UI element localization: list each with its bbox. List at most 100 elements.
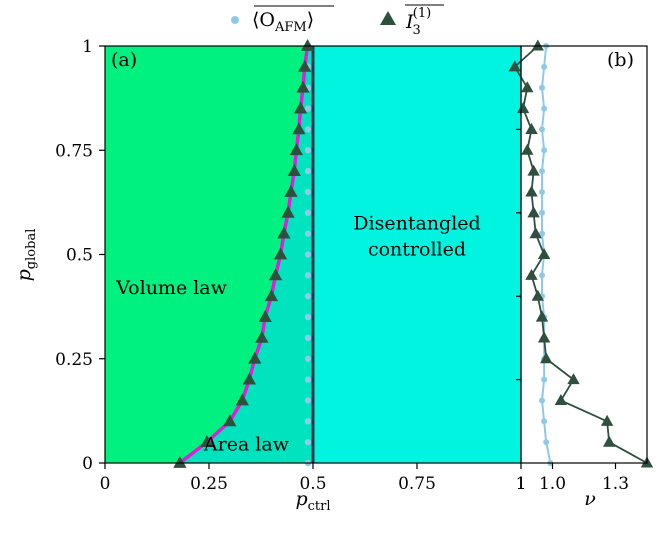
i3-point [289, 143, 304, 156]
nu-i3-point [531, 289, 544, 301]
i3-point [248, 351, 262, 364]
nu-o-afm-point [541, 147, 548, 154]
panel-b-series [508, 39, 654, 468]
i3-point [284, 184, 298, 197]
i3-point [223, 414, 237, 427]
nu-o-afm-point [539, 126, 545, 133]
o-afm-point [304, 167, 312, 175]
nu-i3-line [513, 45, 648, 464]
o-afm-point [304, 313, 312, 321]
x-tick-label-a: 0.25 [190, 474, 228, 494]
i3-point [273, 247, 288, 260]
nu-o-afm-point [541, 105, 548, 112]
o-afm-point [304, 188, 312, 196]
nu-i3-point [554, 393, 568, 405]
nu-i3-point [600, 414, 614, 426]
i3-point [255, 330, 269, 343]
nu-o-afm-point [543, 439, 550, 446]
panel-b-ticks: 1.0 1.3 [516, 128, 629, 494]
o-afm-point [304, 438, 312, 446]
volume-law-label: Volume law [115, 277, 227, 299]
nu-i3-point [516, 102, 530, 114]
panel-b-label: (b) [607, 49, 634, 71]
o-afm-point [304, 105, 312, 112]
panel-a: 0 0.25 0.5 0.75 1 0 0.25 0.5 0.75 1 (a) Volume la… [13, 37, 526, 514]
panel-a-series [173, 39, 315, 468]
o-afm-point [304, 355, 312, 362]
o-afm-point [304, 397, 312, 404]
o-afm-point [304, 230, 312, 237]
i3-point [298, 59, 312, 72]
o-afm-point [304, 147, 312, 154]
y-tick-label-a: 0.25 [55, 350, 93, 370]
nu-i3-point [521, 81, 534, 93]
o-afm-point [304, 251, 312, 258]
nu-o-afm-point [539, 84, 545, 91]
o-afm-point [304, 272, 312, 279]
y-axis-label-a-main: p [13, 269, 35, 281]
nu-i3-point [527, 164, 540, 176]
x-tick-label-a: 0.5 [299, 474, 326, 494]
disentangled-label-line1: Disentangled [353, 212, 480, 234]
x-tick-label-a: 0.75 [398, 474, 436, 494]
nu-o-afm-point [539, 188, 545, 195]
nu-i3-point [535, 310, 549, 322]
x-tick-label-a: 1 [516, 474, 527, 494]
legend-circle-marker [231, 16, 239, 24]
nu-i3-point [525, 268, 538, 280]
legend-triangle-marker [380, 11, 396, 25]
nu-i3-point [525, 185, 538, 197]
i3-point [173, 456, 187, 468]
i3-point [277, 226, 291, 239]
legend-o-afm-main: ⟨O [252, 9, 275, 31]
nu-i3-point [525, 122, 538, 134]
x-axis-label-a: pctrl [295, 488, 330, 514]
i3-point [300, 39, 315, 51]
nu-i3-point [603, 435, 616, 447]
y-tick-label-a: 0 [82, 454, 93, 474]
nu-i3-point [540, 352, 553, 364]
y-axis-label-a-sub: global [24, 229, 39, 270]
i3-point [242, 372, 257, 385]
i3-point [293, 101, 308, 114]
legend-o-afm-close: ⟩ [307, 9, 314, 31]
i3-point [264, 289, 279, 302]
o-afm-point [304, 209, 312, 216]
nu-o-afm-point [539, 397, 545, 404]
i3-point [235, 393, 249, 406]
nu-i3-point [508, 60, 521, 72]
nu-i3-point [537, 248, 551, 260]
i3-point [258, 310, 272, 322]
legend: ⟨OAFM⟩ I3 (1) [231, 4, 444, 38]
i3-point [287, 164, 301, 176]
legend-label-o-afm: ⟨OAFM⟩ [252, 9, 314, 35]
area-law-region [179, 46, 313, 463]
nu-o-afm-point [541, 63, 548, 70]
i3-point [200, 435, 214, 448]
area-law-label: Area law [203, 433, 290, 455]
o-afm-point [304, 418, 312, 425]
legend-i3-sup: (1) [413, 6, 431, 21]
panel-a-label: (a) [111, 49, 137, 71]
nu-i3-point [567, 373, 580, 385]
o-afm-point [304, 126, 312, 133]
nu-o-afm-point [539, 272, 545, 279]
disentangled-label-line2: controlled [368, 238, 466, 260]
nu-i3-point [521, 143, 534, 155]
legend-label-i3: I3 (1) [405, 6, 431, 38]
disentangled-region [313, 46, 521, 463]
x-tick-label-b: 1.3 [602, 474, 629, 494]
legend-o-afm-sub: AFM [274, 20, 307, 35]
panel-b-frame [520, 45, 648, 464]
nu-o-afm-point [541, 418, 548, 425]
x-axis-label-b: ν [584, 488, 596, 510]
nu-i3-point [527, 206, 540, 218]
panel-a-ticks: 0 0.25 0.5 0.75 1 0 0.25 0.5 0.75 1 [55, 37, 526, 494]
x-tick-label-a: 0 [100, 474, 111, 494]
y-tick-label-a: 1 [82, 37, 93, 57]
o-afm-point [304, 334, 312, 342]
nu-o-afm-point [539, 168, 545, 175]
i3-point [296, 80, 310, 93]
legend-i3-main: I [405, 11, 414, 33]
